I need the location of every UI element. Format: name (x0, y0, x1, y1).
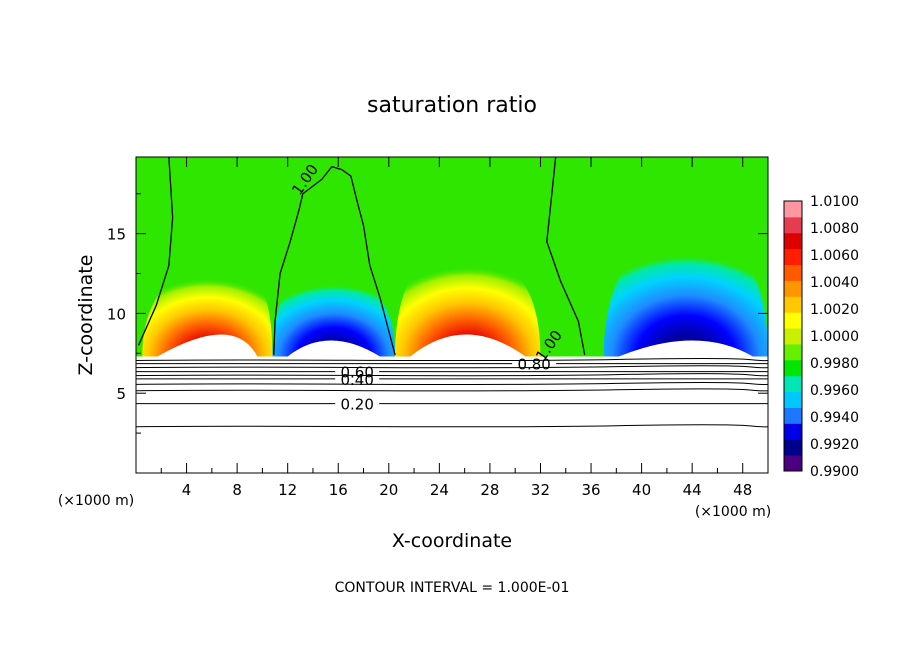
colorbar-label-2: 1.0080 (810, 221, 859, 237)
colorbar-swatch-6 (784, 375, 802, 393)
y-axis-label: Z-coordinate (75, 255, 97, 376)
colorbar: 1.0100 1.0080 1.0060 1.0040 1.0020 1.0000 0.99… (783, 194, 859, 480)
x-tick-label-28: 28 (480, 481, 499, 499)
colorbar-swatch-4 (784, 407, 802, 424)
surface-contour-line-extra-3 (136, 381, 768, 386)
surface-contour-label-2: 0.40 (340, 371, 373, 389)
contour-layer: 1.001.000.200.400.60 0.80 (136, 157, 768, 428)
x-unit-right: (×1000 m) (695, 504, 771, 520)
colorbar-swatch-10 (784, 312, 802, 329)
colorbar-swatch-8 (784, 343, 802, 361)
contour-line-2 (137, 157, 174, 346)
colorbar-label-4: 1.0040 (810, 275, 859, 291)
chart-title: saturation ratio (367, 93, 537, 118)
colorbar-label-5: 1.0020 (810, 302, 859, 318)
surface-contour-label-3: 0.60 (340, 364, 373, 382)
subsaturated-region-2 (272, 260, 396, 357)
colorbar-label-11: 0.9900 (810, 464, 859, 480)
surface-contour-line-extra-1 (136, 424, 768, 428)
colorbar-swatch-1 (784, 455, 802, 472)
surface-layer (136, 334, 768, 473)
supersaturated-region-3 (395, 236, 541, 357)
x-unit-left: (×1000 m) (58, 493, 134, 509)
x-tick-label-32: 32 (531, 481, 550, 499)
colorbar-swatch-15 (784, 232, 802, 250)
y-tick-label-10: 10 (107, 305, 126, 323)
colorbar-label-9: 0.9940 (810, 410, 859, 426)
x-tick-label-20: 20 (379, 481, 398, 499)
surface-contour-line-extra-4 (136, 373, 768, 377)
y-tick-label-5: 5 (116, 385, 126, 403)
contour-line-1 (273, 165, 396, 356)
x-axis: 4 8 12 16 20 24 28 32 36 40 44 48 (160, 157, 752, 499)
colorbar-label-6: 1.0000 (810, 329, 859, 345)
y-axis: 5 10 15 (107, 193, 768, 434)
surface-dome-4 (618, 340, 753, 357)
x-tick-label-24: 24 (430, 481, 449, 499)
surface-dome-3 (410, 334, 526, 357)
colorbar-label-8: 0.9960 (810, 383, 859, 399)
colorbar-label-10: 0.9920 (810, 437, 859, 453)
colorbar-label-7: 0.9980 (810, 356, 859, 372)
subsaturated-region-4 (603, 220, 768, 357)
y-tick-label-15: 15 (107, 226, 126, 244)
x-tick-label-48: 48 (733, 481, 752, 499)
colorbar-frame (783, 200, 803, 472)
surface-contour-line-extra-2 (136, 388, 768, 392)
colorbar-swatch-7 (784, 359, 802, 377)
x-tick-label-36: 36 (581, 481, 600, 499)
colorbar-swatch-14 (784, 248, 802, 266)
x-tick-label-8: 8 (232, 481, 242, 499)
plot-frame (135, 156, 769, 474)
colorbar-label-1: 1.0100 (810, 194, 859, 210)
colorbar-swatch-5 (784, 391, 802, 408)
colorbar-swatch-2 (784, 439, 802, 456)
surface-dome-2 (287, 340, 380, 357)
colorbar-swatch-11 (784, 296, 802, 313)
surface-contour-label-4: 0.80 (517, 356, 550, 374)
surface-contour-line-extra-6 (136, 358, 768, 362)
contour-line-3 (546, 157, 586, 356)
colorbar-label-3: 1.0060 (810, 248, 859, 264)
plot-area: 1.001.000.200.400.60 0.80 (136, 157, 768, 473)
colorbar-swatch-17 (784, 201, 802, 218)
cloud-layer (142, 220, 768, 357)
contour-interval-footer: CONTOUR INTERVAL = 1.000E-01 (335, 580, 570, 596)
colorbar-swatch-13 (784, 264, 802, 281)
x-axis-label: X-coordinate (392, 530, 512, 552)
surface-contour-label-1: 0.20 (340, 396, 373, 414)
colorbar-swatch-3 (784, 423, 802, 440)
surface-dome-1 (157, 334, 258, 357)
colorbar-swatch-9 (784, 328, 802, 345)
x-tick-label-44: 44 (683, 481, 702, 499)
x-tick-label-16: 16 (329, 481, 348, 499)
x-tick-label-12: 12 (278, 481, 297, 499)
x-tick-label-40: 40 (632, 481, 651, 499)
surface-contour-line-extra-5 (136, 365, 768, 369)
supersaturated-region-1 (142, 252, 273, 357)
colorbar-swatch-12 (784, 280, 802, 297)
colorbar-swatch-16 (784, 216, 802, 234)
x-tick-label-4: 4 (182, 481, 192, 499)
